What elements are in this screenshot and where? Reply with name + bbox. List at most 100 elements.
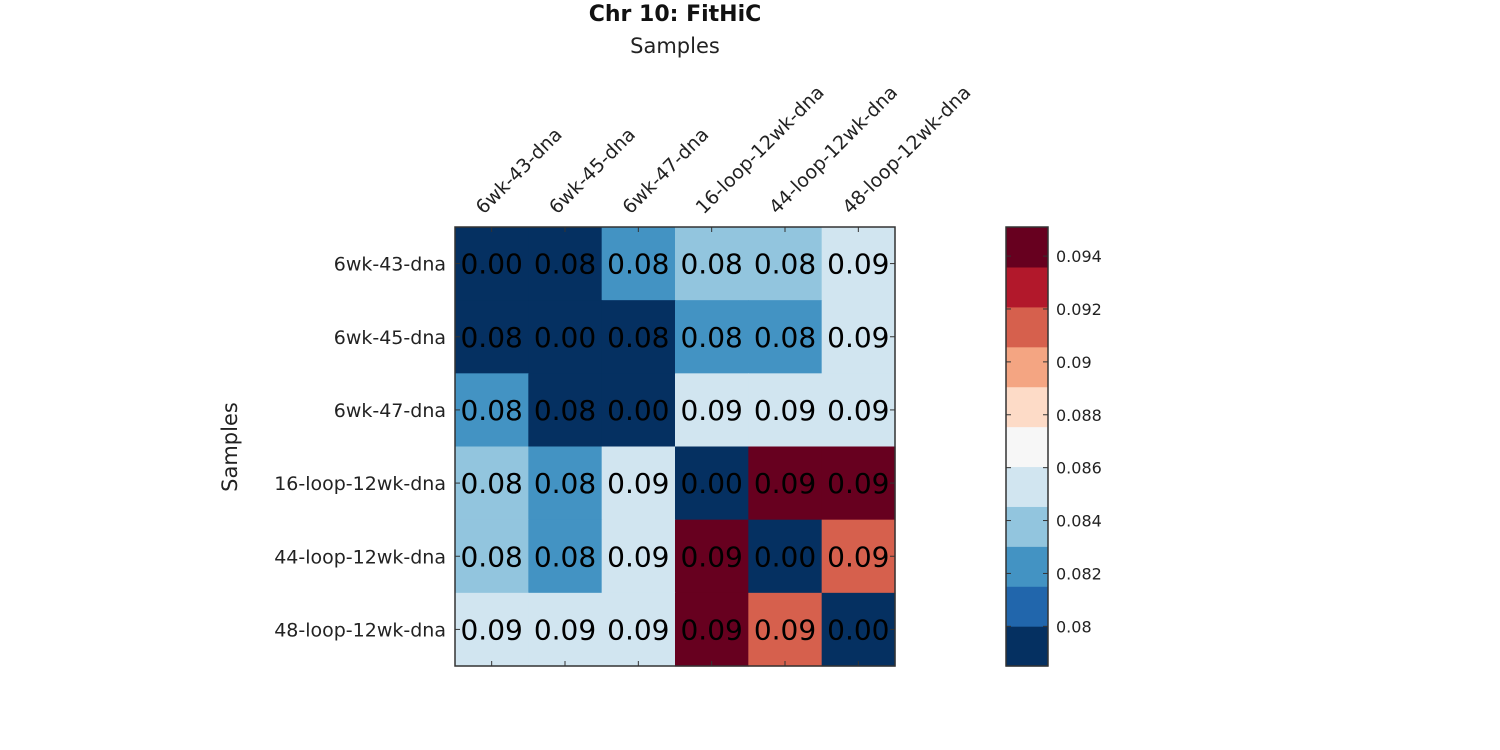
- cell-value-label: 0.08: [754, 321, 816, 354]
- cell-value-label: 0.09: [754, 467, 816, 500]
- cell-value-label: 0.08: [534, 394, 596, 427]
- plot-frame: [454, 226, 896, 667]
- cell-value-label: 0.08: [607, 321, 669, 354]
- cell-value-label: 0.08: [680, 321, 742, 354]
- heatmap-cell: [748, 373, 823, 448]
- cell-value-label: 0.08: [534, 540, 596, 573]
- heatmap-cell: [455, 373, 529, 448]
- heatmap-cell: [528, 446, 603, 521]
- colorbar-segment: [1006, 346, 1048, 388]
- colorbar-segment: [1006, 586, 1048, 627]
- heatmap-cell: [528, 592, 603, 667]
- heatmap-cell: [675, 592, 749, 667]
- cell-value-label: 0.08: [460, 540, 522, 573]
- heatmap-cell: [601, 227, 676, 301]
- colorbar-tick-label: 0.09: [1056, 353, 1092, 372]
- cell-value-label: 0.08: [754, 248, 816, 281]
- y-axis-title: Samples: [218, 402, 242, 492]
- x-tick-label: 16-loop-12wk-dna: [692, 81, 829, 218]
- heatmap-cell: [455, 300, 529, 374]
- y-tick-label: 6wk-47-dna: [334, 400, 446, 422]
- heatmap-cell: [528, 519, 603, 594]
- cell-value-label: 0.09: [754, 394, 816, 427]
- cell-value-label: 0.08: [460, 467, 522, 500]
- heatmap-cells: [455, 227, 896, 667]
- x-tick-label: 44-loop-12wk-dna: [765, 81, 902, 218]
- cell-value-label: 0.09: [607, 540, 669, 573]
- heatmap-cell-labels: 0.00 0.08 0.08 0.08 0.08 0.09 0.08 0.00 0.08 0.08…: [460, 248, 889, 647]
- cell-value-label: 0.00: [754, 540, 816, 573]
- heatmap-cell: [675, 373, 749, 448]
- cell-value-label: 0.08: [534, 467, 596, 500]
- heatmap-cell: [748, 519, 823, 594]
- x-tick-label: 48-loop-12wk-dna: [838, 81, 975, 218]
- heatmap-cell: [601, 300, 676, 374]
- heatmap-cell: [821, 592, 896, 667]
- cell-value-label: 0.09: [827, 394, 889, 427]
- y-tick-label: 48-loop-12wk-dna: [274, 619, 446, 641]
- heatmap-cell: [748, 227, 823, 301]
- cell-value-label: 0.09: [754, 613, 816, 646]
- cell-value-label: 0.00: [827, 613, 889, 646]
- heatmap-cell: [455, 519, 529, 594]
- y-tick-label: 6wk-45-dna: [334, 327, 446, 349]
- colorbar-segment: [1006, 306, 1048, 348]
- cell-value-label: 0.09: [460, 613, 522, 646]
- heatmap-cell: [528, 300, 603, 374]
- heatmap-cell: [675, 300, 749, 374]
- x-axis-title: Samples: [630, 34, 720, 58]
- y-tick-label: 44-loop-12wk-dna: [274, 546, 446, 568]
- colorbar-tick-label: 0.082: [1056, 564, 1102, 583]
- heatmap-cell: [821, 373, 896, 448]
- heatmap-cell: [455, 227, 529, 301]
- heatmap-cell: [748, 592, 823, 667]
- cell-value-label: 0.00: [534, 321, 596, 354]
- cell-value-label: 0.08: [534, 248, 596, 281]
- colorbar-segment: [1006, 546, 1048, 587]
- cell-value-label: 0.09: [827, 540, 889, 573]
- heatmap-cell: [601, 446, 676, 521]
- cell-value-label: 0.09: [680, 394, 742, 427]
- colorbar-tick-label: 0.092: [1056, 300, 1102, 319]
- colorbar-tick-label: 0.08: [1056, 617, 1092, 636]
- cell-value-label: 0.08: [680, 248, 742, 281]
- cell-value-label: 0.09: [534, 613, 596, 646]
- heatmap-cell: [455, 446, 529, 521]
- cell-value-label: 0.00: [607, 394, 669, 427]
- colorbar-segment: [1006, 626, 1048, 667]
- heatmap-cell: [601, 519, 676, 594]
- colorbar-tick-label: 0.086: [1056, 459, 1102, 478]
- heatmap-cell: [528, 227, 603, 301]
- heatmap-cell: [528, 373, 603, 448]
- colorbar-segment: [1006, 506, 1048, 547]
- colorbar-frame: [1005, 226, 1049, 667]
- cell-value-label: 0.00: [680, 467, 742, 500]
- heatmap-cell: [455, 592, 529, 667]
- heatmap-cell: [748, 446, 823, 521]
- heatmap-cell: [821, 300, 896, 374]
- y-axis-ticks: 6wk-43-dna 6wk-45-dna 6wk-47-dna 16-loop-12…: [274, 254, 895, 641]
- colorbar-segment: [1006, 266, 1048, 308]
- heatmap-cell: [601, 592, 676, 667]
- heatmap-cell: [748, 300, 823, 374]
- cell-value-label: 0.08: [607, 248, 669, 281]
- cell-value-label: 0.09: [827, 467, 889, 500]
- colorbar-ticks: 0.08 0.082 0.084 0.086 0.088 0.09 0.092 0.094: [1006, 247, 1102, 636]
- cell-value-label: 0.08: [460, 321, 522, 354]
- colorbar-tick-label: 0.088: [1056, 406, 1102, 425]
- heatmap-cell: [675, 227, 749, 301]
- heatmap-cell: [821, 446, 896, 521]
- colorbar-segment: [1006, 227, 1048, 268]
- colorbar-tick-label: 0.084: [1056, 512, 1102, 531]
- heatmap-cell: [675, 519, 749, 594]
- y-tick-label: 6wk-43-dna: [334, 254, 446, 276]
- colorbar: [1006, 227, 1048, 667]
- cell-value-label: 0.09: [827, 321, 889, 354]
- heatmap-cell: [675, 446, 749, 521]
- cell-value-label: 0.09: [680, 613, 742, 646]
- cell-value-label: 0.09: [607, 613, 669, 646]
- chart-title: Chr 10: FitHiC: [589, 2, 762, 27]
- colorbar-segment: [1006, 466, 1048, 507]
- heatmap-cell: [821, 519, 896, 594]
